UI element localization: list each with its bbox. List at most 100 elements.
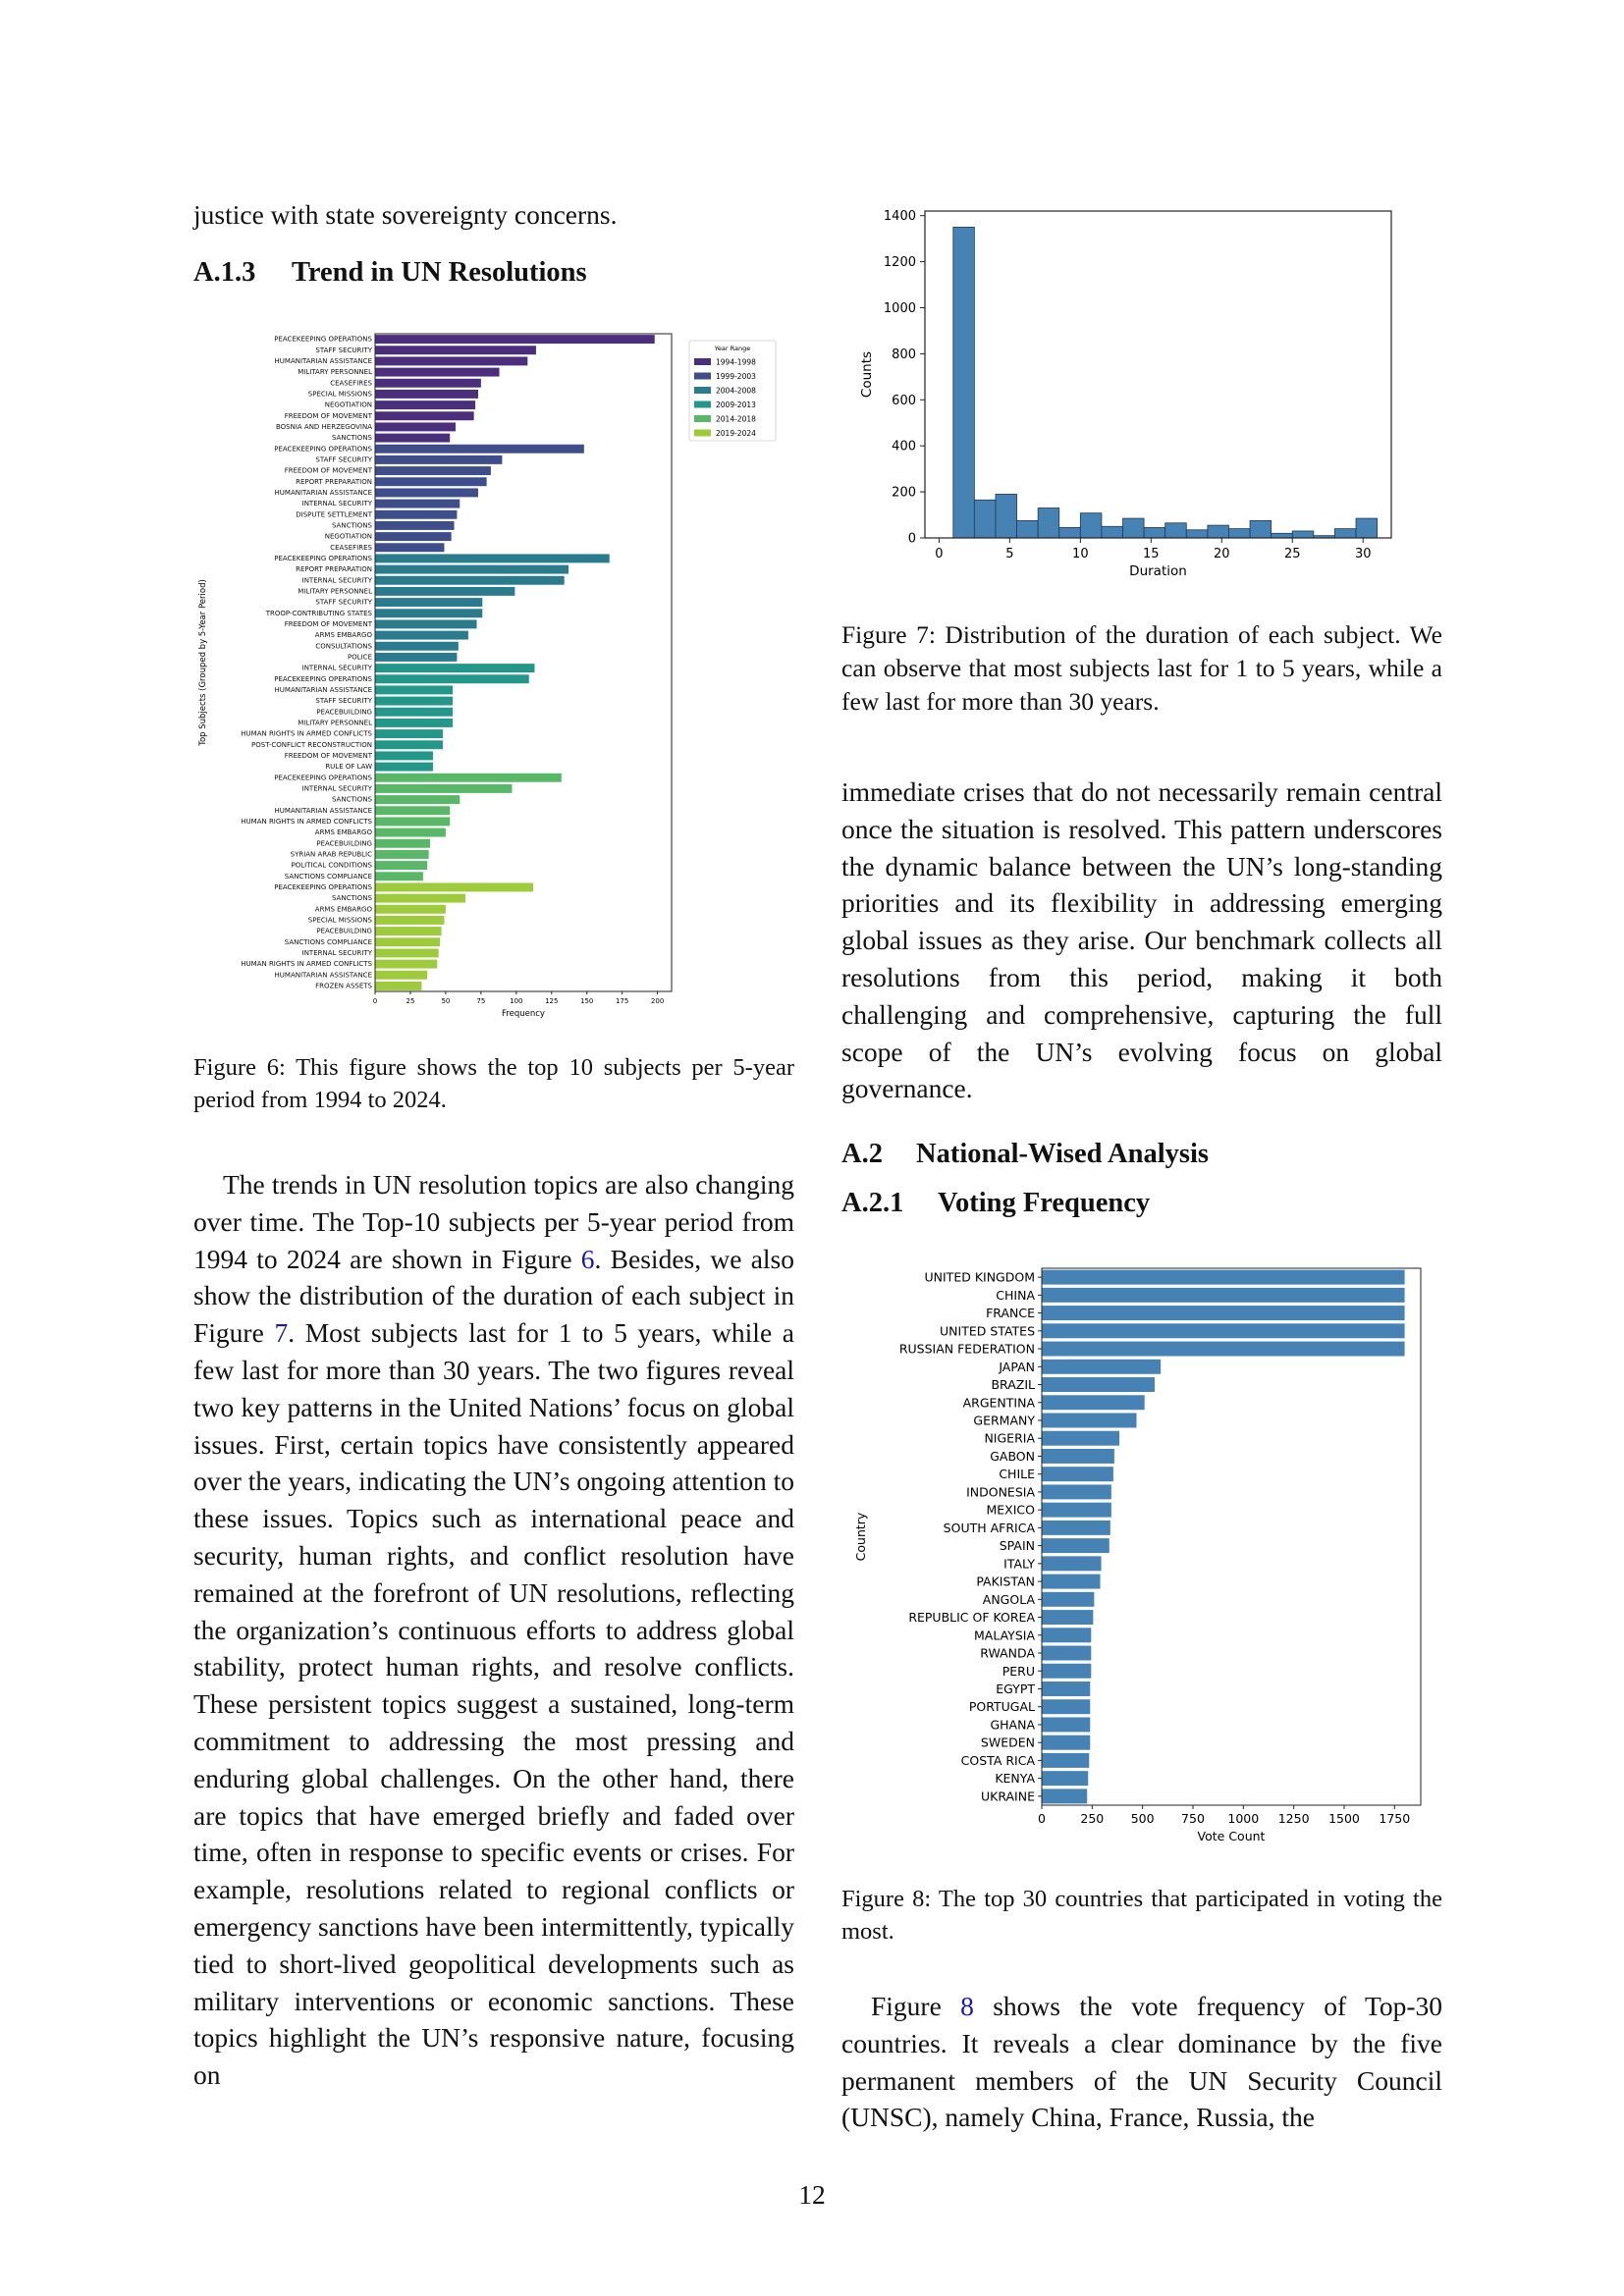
plot-frame bbox=[1041, 1267, 1422, 1806]
tick-label: 5 bbox=[1005, 547, 1013, 561]
tick-label: REPORT PREPARATION bbox=[296, 478, 372, 486]
tick-label: SANCTIONS bbox=[332, 796, 373, 804]
tick-label: HUMANITARIAN ASSISTANCE bbox=[275, 807, 372, 815]
tick-label: 10 bbox=[1072, 547, 1089, 561]
tick-label: FROZEN ASSETS bbox=[315, 982, 372, 989]
page-number: 12 bbox=[798, 2179, 826, 2210]
tick-label: RWANDA bbox=[980, 1646, 1035, 1661]
bar bbox=[1042, 1287, 1405, 1303]
tick-label: 20 bbox=[1214, 547, 1230, 561]
legend-swatch bbox=[694, 358, 711, 365]
bar bbox=[375, 773, 562, 782]
section-title: Voting Frequency bbox=[938, 1188, 1151, 1218]
tick-label: ARMS EMBARGO bbox=[315, 631, 373, 639]
section-number: A.1.3 bbox=[193, 257, 256, 288]
tick-label: 200 bbox=[892, 486, 916, 501]
tick-label: STAFF SECURITY bbox=[315, 347, 372, 354]
tick-label: POST-CONFLICT RECONSTRUCTION bbox=[251, 741, 372, 749]
tick-label: RULE OF LAW bbox=[325, 763, 372, 771]
section-heading-a13: A.1.3 Trend in UN Resolutions bbox=[193, 257, 587, 289]
bar bbox=[375, 937, 441, 947]
histogram-bar bbox=[1355, 517, 1379, 539]
tick-label: POLITICAL CONDITIONS bbox=[292, 862, 373, 870]
figure-8-chart: UNITED KINGDOM CHINA FRANCE UNITED STATES RU… bbox=[853, 1267, 1422, 1843]
x-axis-label: Frequency bbox=[502, 1009, 545, 1019]
bar bbox=[375, 664, 535, 673]
bar bbox=[1042, 1771, 1089, 1787]
histogram-bar bbox=[1016, 520, 1039, 539]
tick-label: 125 bbox=[545, 997, 558, 1005]
figure-7-link[interactable]: 7 bbox=[274, 1317, 289, 1349]
histogram-bar bbox=[1122, 517, 1145, 539]
legend-swatch bbox=[694, 415, 711, 422]
bar bbox=[375, 346, 536, 355]
tick-label: 1000 bbox=[1227, 1811, 1259, 1826]
bar bbox=[375, 795, 460, 805]
tick-label: 1250 bbox=[1278, 1811, 1310, 1826]
bar bbox=[375, 959, 438, 969]
tick-label: SANCTIONS bbox=[332, 521, 373, 529]
bar bbox=[1042, 1717, 1091, 1733]
tick-label: CEASEFIRES bbox=[330, 379, 372, 387]
figure-6-caption: Figure 6: This figure shows the top 10 s… bbox=[193, 1054, 794, 1113]
bar bbox=[375, 499, 460, 508]
tick-label: 500 bbox=[1131, 1811, 1155, 1826]
histogram-bar bbox=[1334, 528, 1357, 539]
bar bbox=[375, 882, 534, 892]
bar bbox=[375, 729, 444, 739]
bar bbox=[1042, 1752, 1090, 1768]
histogram-bar bbox=[1249, 520, 1272, 539]
tick-label: UKRAINE bbox=[981, 1789, 1035, 1803]
tick-label: RUSSIAN FEDERATION bbox=[899, 1342, 1035, 1357]
bar bbox=[1042, 1502, 1111, 1518]
tick-label: CHINA bbox=[996, 1288, 1035, 1303]
tick-label: 600 bbox=[892, 394, 916, 408]
bar bbox=[1042, 1467, 1113, 1482]
right-paragraph-2: Figure 8 shows the vote frequency of Top… bbox=[841, 1988, 1442, 2136]
bar bbox=[1042, 1699, 1091, 1715]
bar bbox=[375, 477, 487, 487]
bar bbox=[375, 575, 565, 585]
tick-label: REPUBLIC OF KOREA bbox=[908, 1610, 1035, 1625]
bar bbox=[1042, 1789, 1088, 1804]
histogram-bar bbox=[952, 227, 975, 539]
bar bbox=[1042, 1556, 1102, 1572]
tick-label: SANCTIONS COMPLIANCE bbox=[285, 938, 372, 946]
plot-frame bbox=[924, 210, 1392, 539]
bar bbox=[375, 444, 584, 454]
figure-8-link[interactable]: 8 bbox=[960, 1991, 974, 2021]
bar bbox=[1042, 1663, 1092, 1679]
tick-label: SANCTIONS bbox=[332, 434, 373, 442]
bar bbox=[375, 970, 428, 980]
tick-label: CEASEFIRES bbox=[330, 544, 372, 552]
legend-label: 1999-2003 bbox=[716, 372, 756, 381]
section-heading-a21: A.2.1 Voting Frequency bbox=[841, 1188, 1150, 1219]
tick-label: PEACEKEEPING OPERATIONS bbox=[274, 555, 372, 562]
bar bbox=[375, 893, 466, 903]
legend-swatch bbox=[694, 372, 711, 380]
tick-label: NIGERIA bbox=[984, 1431, 1035, 1446]
y-axis-label: Counts bbox=[859, 351, 875, 398]
tick-label: PEACEKEEPING OPERATIONS bbox=[274, 675, 372, 683]
tick-label: 0 bbox=[935, 547, 943, 561]
tick-label: UNITED KINGDOM bbox=[925, 1270, 1036, 1285]
figure-8-caption: Figure 8: The top 30 countries that part… bbox=[841, 1886, 1442, 1945]
bar bbox=[375, 838, 431, 848]
tick-label: 150 bbox=[580, 997, 593, 1005]
bar bbox=[375, 564, 569, 574]
tick-label: STAFF SECURITY bbox=[315, 599, 372, 607]
tick-label: SPAIN bbox=[1000, 1538, 1035, 1553]
tick-label: TROOP-CONTRIBUTING STATES bbox=[265, 610, 373, 617]
tick-label: STAFF SECURITY bbox=[315, 455, 372, 463]
figure-6-link[interactable]: 6 bbox=[580, 1243, 595, 1274]
x-axis-label: Duration bbox=[1129, 563, 1187, 579]
bar bbox=[1042, 1484, 1111, 1500]
tick-label: 1500 bbox=[1328, 1811, 1360, 1826]
bar bbox=[375, 861, 428, 871]
bar bbox=[1042, 1520, 1110, 1535]
tick-label: CONSULTATIONS bbox=[315, 642, 372, 650]
tick-label: 1400 bbox=[884, 209, 916, 224]
bar bbox=[1042, 1735, 1091, 1750]
tick-label: SYRIAN ARAB REPUBLIC bbox=[291, 850, 372, 858]
paragraph-text: . Most subjects last for 1 to 5 years, w… bbox=[193, 1317, 794, 2091]
